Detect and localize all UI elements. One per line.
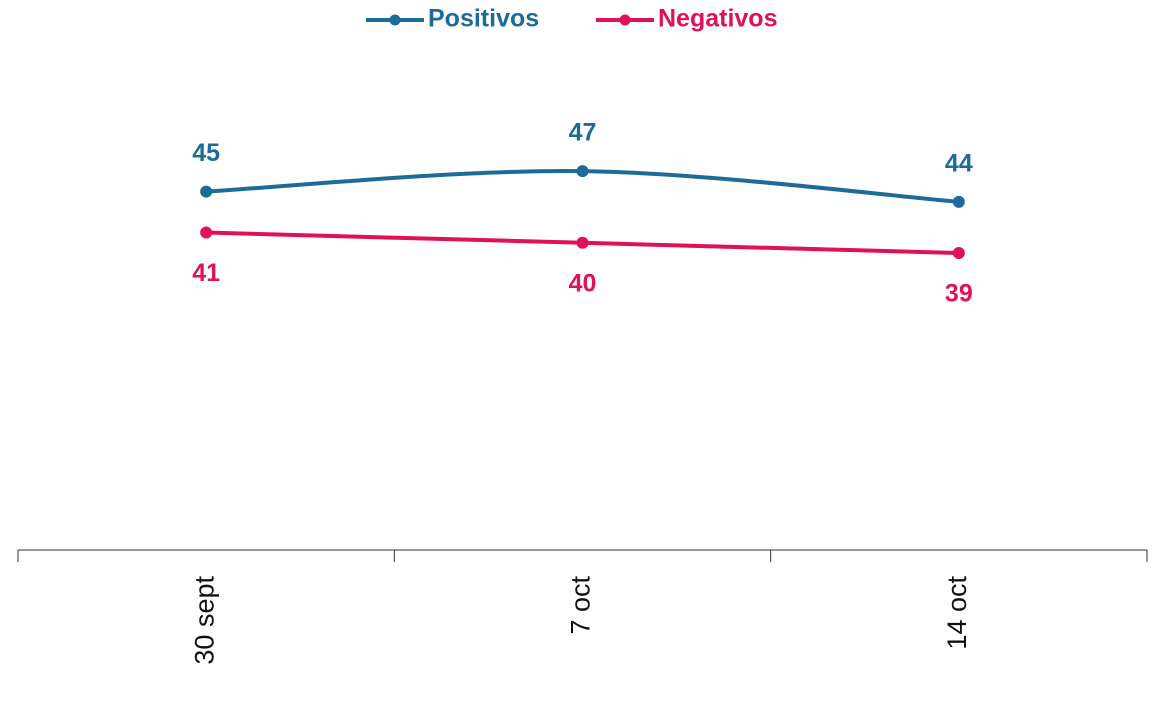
point — [576, 236, 589, 249]
legend-label: Negativos — [658, 5, 777, 33]
value-label: 40 — [569, 269, 597, 297]
x-tick-label: 14 oct — [942, 576, 972, 650]
point — [200, 226, 213, 239]
x-tick-label: 30 sept — [189, 576, 219, 665]
value-label: 45 — [192, 139, 220, 167]
x-tick-label: 7 oct — [566, 576, 596, 635]
point — [576, 165, 589, 178]
legend-marker — [389, 14, 401, 26]
point — [952, 247, 965, 260]
value-label: 47 — [569, 119, 597, 147]
legend-marker — [619, 14, 631, 26]
point — [952, 195, 965, 208]
value-label: 44 — [945, 149, 973, 177]
value-label: 39 — [945, 280, 973, 308]
value-label: 41 — [192, 259, 220, 287]
point — [200, 185, 213, 198]
legend-label: Positivos — [428, 5, 539, 33]
